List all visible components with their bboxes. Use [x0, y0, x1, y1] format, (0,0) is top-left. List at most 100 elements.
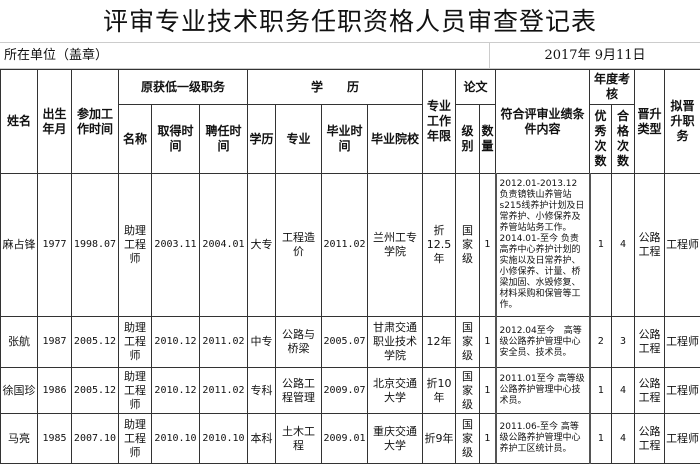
cell-count: 1 — [480, 174, 496, 317]
cell-years: 12年 — [423, 317, 456, 368]
cell-years: 折9年 — [423, 414, 456, 464]
cell-content: 2012.01-2013.12 负责镜铁山养管站s215线养护计划及日常养护、小… — [496, 174, 590, 317]
cell-work-start: 2005.12 — [72, 317, 119, 368]
cell-promo-type: 公路工程 — [635, 368, 665, 414]
cell-grad-time: 2011.02 — [322, 174, 368, 317]
cell-grad-time: 2009.07 — [322, 368, 368, 414]
cell-level: 国家级 — [456, 317, 480, 368]
cell-years: 折12.5年 — [423, 174, 456, 317]
header-grad-time: 毕业时间 — [322, 105, 368, 174]
cell-appoint-time: 2010.10 — [200, 414, 248, 464]
unit-row: 所在单位（盖章） 2017年 9月11日 — [0, 43, 700, 69]
cell-count: 1 — [480, 317, 496, 368]
header-name: 姓名 — [1, 70, 38, 174]
cell-major: 土木工程 — [276, 414, 322, 464]
cell-count: 1 — [480, 368, 496, 414]
cell-promo-type: 公路工程 — [635, 174, 665, 317]
cell-years: 折10年 — [423, 368, 456, 414]
header-count: 数量 — [480, 105, 496, 174]
header-birth: 出生年月 — [38, 70, 72, 174]
cell-qualified: 3 — [612, 317, 635, 368]
cell-content: 2011.06-至今 高等级公路养护管理中心养护工区统计员。 — [496, 414, 590, 464]
cell-level: 国家级 — [456, 174, 480, 317]
cell-birth: 1977 — [38, 174, 72, 317]
cell-degree: 中专 — [248, 317, 276, 368]
cell-level: 国家级 — [456, 414, 480, 464]
header-level: 级别 — [456, 105, 480, 174]
cell-name: 徐国珍 — [1, 368, 38, 414]
cell-appoint-time: 2004.01 — [200, 174, 248, 317]
cell-name: 马亮 — [1, 414, 38, 464]
cell-excellent: 1 — [590, 174, 612, 317]
header-annual: 年度考核 — [590, 70, 635, 105]
header-excellent: 优秀次数 — [590, 105, 612, 174]
header-degree: 学历 — [248, 105, 276, 174]
cell-obtain-time: 2010.12 — [152, 317, 200, 368]
cell-target-post: 工程师 — [665, 174, 700, 317]
registration-table: 姓名 出生年月 参加工作时间 原获低一级职务 学 历 专业工作年限 论文 符合评… — [0, 69, 700, 464]
date: 2017年 9月11日 — [489, 43, 700, 68]
cell-excellent: 1 — [590, 368, 612, 414]
cell-qualified: 4 — [612, 414, 635, 464]
header-major: 专业 — [276, 105, 322, 174]
header-qualified: 合格次数 — [612, 105, 635, 174]
cell-content: 2012.04至今 高等级公路养护管理中心安全员、技术员。 — [496, 317, 590, 368]
cell-work-start: 2005.12 — [72, 368, 119, 414]
cell-post-name: 助理工程师 — [119, 368, 152, 414]
cell-work-start: 1998.07 — [72, 174, 119, 317]
cell-target-post: 工程师 — [665, 317, 700, 368]
header-school: 毕业院校 — [368, 105, 423, 174]
cell-major: 公路与桥梁 — [276, 317, 322, 368]
cell-promo-type: 公路工程 — [635, 317, 665, 368]
header-education: 学 历 — [248, 70, 423, 105]
cell-obtain-time: 2010.10 — [152, 414, 200, 464]
cell-level: 国家级 — [456, 368, 480, 414]
header-prev-post: 原获低一级职务 — [119, 70, 248, 105]
cell-school: 兰州工专学院 — [368, 174, 423, 317]
cell-major: 工程造价 — [276, 174, 322, 317]
cell-work-start: 2007.10 — [72, 414, 119, 464]
header-content: 符合评审业绩条件内容 — [496, 70, 590, 174]
cell-target-post: 工程师 — [665, 368, 700, 414]
cell-qualified: 4 — [612, 368, 635, 414]
cell-degree: 专科 — [248, 368, 276, 414]
unit-label: 所在单位（盖章） — [0, 43, 489, 68]
cell-appoint-time: 2011.02 — [200, 317, 248, 368]
cell-school: 重庆交通大学 — [368, 414, 423, 464]
cell-birth: 1986 — [38, 368, 72, 414]
cell-name: 张航 — [1, 317, 38, 368]
header-promo-type: 晋升类型 — [635, 70, 665, 174]
cell-degree: 本科 — [248, 414, 276, 464]
cell-major: 公路工程管理 — [276, 368, 322, 414]
cell-post-name: 助理工程师 — [119, 317, 152, 368]
cell-obtain-time: 2003.11 — [152, 174, 200, 317]
page-title: 评审专业技术职务任职资格人员审查登记表 — [0, 0, 700, 43]
header-years: 专业工作年限 — [423, 70, 456, 174]
cell-birth: 1985 — [38, 414, 72, 464]
cell-post-name: 助理工程师 — [119, 174, 152, 317]
header-appoint-time: 聘任时间 — [200, 105, 248, 174]
cell-post-name: 助理工程师 — [119, 414, 152, 464]
cell-grad-time: 2005.07 — [322, 317, 368, 368]
cell-excellent: 2 — [590, 317, 612, 368]
cell-excellent: 1 — [590, 414, 612, 464]
header-target-post: 拟晋升职务 — [665, 70, 700, 174]
header-post-name: 名称 — [119, 105, 152, 174]
cell-appoint-time: 2011.02 — [200, 368, 248, 414]
cell-obtain-time: 2010.12 — [152, 368, 200, 414]
cell-name: 麻占锋 — [1, 174, 38, 317]
cell-count: 1 — [480, 414, 496, 464]
cell-target-post: 工程师 — [665, 414, 700, 464]
header-thesis: 论文 — [456, 70, 496, 105]
cell-degree: 大专 — [248, 174, 276, 317]
cell-qualified: 4 — [612, 174, 635, 317]
cell-grad-time: 2009.01 — [322, 414, 368, 464]
cell-promo-type: 公路工程 — [635, 414, 665, 464]
cell-school: 北京交通大学 — [368, 368, 423, 414]
header-obtain-time: 取得时间 — [152, 105, 200, 174]
cell-birth: 1987 — [38, 317, 72, 368]
